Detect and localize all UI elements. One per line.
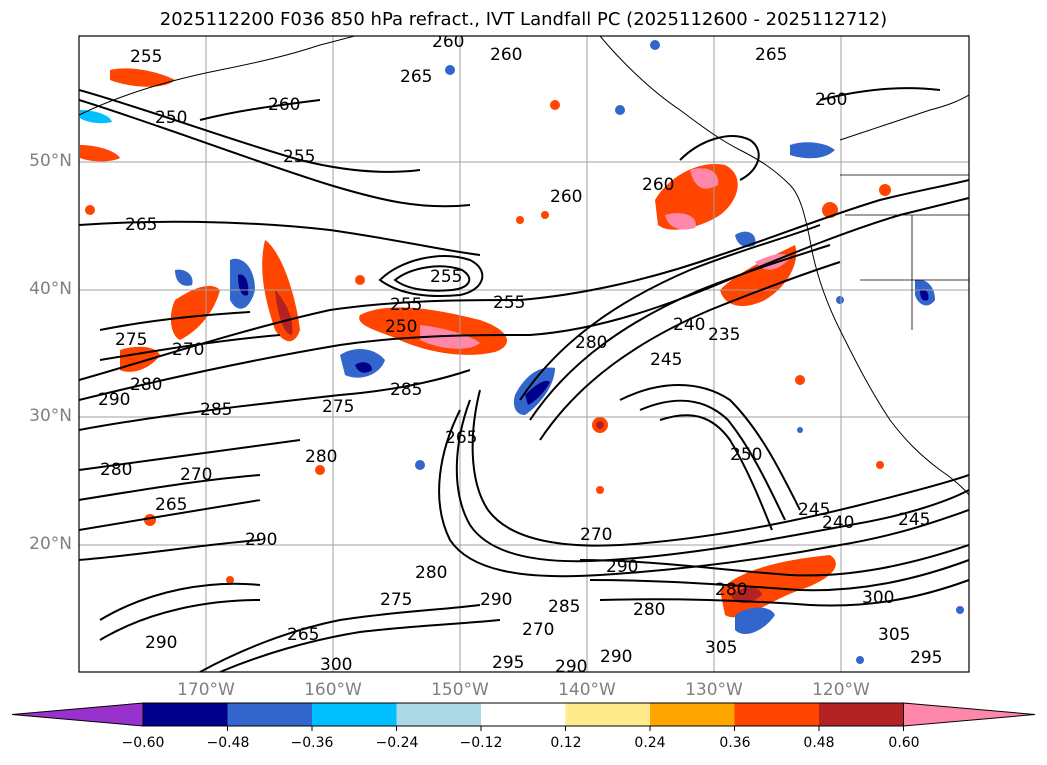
colorbar-extend-low [11, 702, 144, 727]
colorbar-tick: 0.24 [634, 735, 666, 751]
lat-label-40n: 40°N [29, 279, 72, 299]
contour-label: 290 [606, 557, 638, 577]
lon-label-140w: 140°W [558, 680, 616, 700]
colorbar [11, 702, 1036, 731]
contour-label: 275 [380, 590, 412, 610]
contour-label: 295 [492, 653, 524, 673]
colorbar-segment [227, 703, 313, 726]
contour-label: 280 [100, 460, 132, 480]
coastlines [79, 36, 969, 496]
contour-label: 255 [430, 267, 462, 287]
contour-label: 265 [125, 215, 157, 235]
colorbar-segment [819, 703, 904, 726]
contour-label: 265 [287, 625, 319, 645]
colorbar-tick: 0.60 [888, 735, 920, 751]
colorbar-tick: −0.60 [121, 735, 165, 751]
lon-label-150w: 150°W [431, 680, 489, 700]
contour-label: 280 [715, 580, 747, 600]
contour-label: 290 [600, 647, 632, 667]
lon-label-130w: 130°W [685, 680, 743, 700]
contour-label: 255 [390, 295, 422, 315]
contour-label: 260 [432, 32, 464, 52]
lon-label-170w: 170°W [177, 680, 235, 700]
contour-label: 280 [575, 333, 607, 353]
contour-label: 265 [400, 67, 432, 87]
colorbar-segment [734, 703, 820, 726]
contour-label: 260 [268, 95, 300, 115]
contour-label: 290 [145, 633, 177, 653]
contour-label: 260 [815, 90, 847, 110]
contour-label: 285 [200, 400, 232, 420]
contour-label: 275 [322, 397, 354, 417]
contour-label: 260 [550, 187, 582, 207]
contour-label: 250 [730, 445, 762, 465]
lat-label-30n: 30°N [29, 406, 72, 426]
contour-label: 305 [878, 625, 910, 645]
contour-label: 270 [172, 340, 204, 360]
colorbar-tick: 0.36 [719, 735, 751, 751]
contour-label: 275 [115, 330, 147, 350]
colorbar-segment [565, 703, 651, 726]
contour-label: 250 [385, 317, 417, 337]
lon-label-120w: 120°W [812, 680, 870, 700]
colorbar-tick: −0.12 [459, 735, 503, 751]
contour-label: 265 [445, 428, 477, 448]
contour-label: 280 [415, 563, 447, 583]
graticule [79, 36, 969, 672]
contour-label: 265 [155, 495, 187, 515]
contour-label: 280 [633, 600, 665, 620]
contour-label: 290 [245, 530, 277, 550]
contour-label: 255 [283, 147, 315, 167]
contour-label: 290 [98, 390, 130, 410]
refractivity-contours [79, 87, 969, 672]
contour-label: 280 [130, 375, 162, 395]
colorbar-border [142, 702, 904, 727]
contour-label: 255 [130, 47, 162, 67]
contour-label: 260 [642, 175, 674, 195]
contour-label: 280 [305, 447, 337, 467]
lat-label-20n: 20°N [29, 534, 72, 554]
colorbar-segment [396, 703, 482, 726]
colorbar-tick: −0.24 [375, 735, 419, 751]
lat-label-50n: 50°N [29, 151, 72, 171]
contour-label: 235 [708, 325, 740, 345]
colorbar-tick: 0.12 [550, 735, 582, 751]
contour-label: 240 [673, 315, 705, 335]
contour-label: 265 [755, 45, 787, 65]
contour-label: 285 [390, 380, 422, 400]
contour-label: 305 [705, 638, 737, 658]
colorbar-segment [143, 703, 228, 726]
colorbar-segment [650, 703, 735, 726]
contour-label: 285 [548, 597, 580, 617]
colorbar-tick: 0.48 [803, 735, 835, 751]
map-border [78, 35, 970, 673]
contour-label: 255 [493, 293, 525, 313]
contour-label: 270 [580, 525, 612, 545]
contour-labels: 255 260 260 265 260 250 255 260 260 265 … [98, 32, 942, 677]
colorbar-tick: −0.36 [290, 735, 334, 751]
colorbar-extend-high [903, 702, 1036, 727]
colorbar-tick: −0.48 [206, 735, 250, 751]
contour-label: 290 [480, 590, 512, 610]
contour-label: 290 [555, 657, 587, 677]
colorbar-segment [312, 703, 397, 726]
colorbar-segment [481, 703, 566, 726]
contour-label: 245 [898, 510, 930, 530]
contour-label: 300 [320, 655, 352, 675]
lon-label-160w: 160°W [304, 680, 362, 700]
contour-label: 260 [490, 45, 522, 65]
contour-label: 245 [798, 500, 830, 520]
contour-label: 300 [862, 588, 894, 608]
map-background [79, 36, 969, 672]
contour-label: 270 [180, 465, 212, 485]
contour-label: 245 [650, 350, 682, 370]
chart-title: 2025112200 F036 850 hPa refract., IVT La… [159, 9, 888, 30]
contour-label: 295 [910, 648, 942, 668]
contour-label: 250 [155, 108, 187, 128]
contour-label: 270 [522, 620, 554, 640]
contour-label: 240 [822, 513, 854, 533]
